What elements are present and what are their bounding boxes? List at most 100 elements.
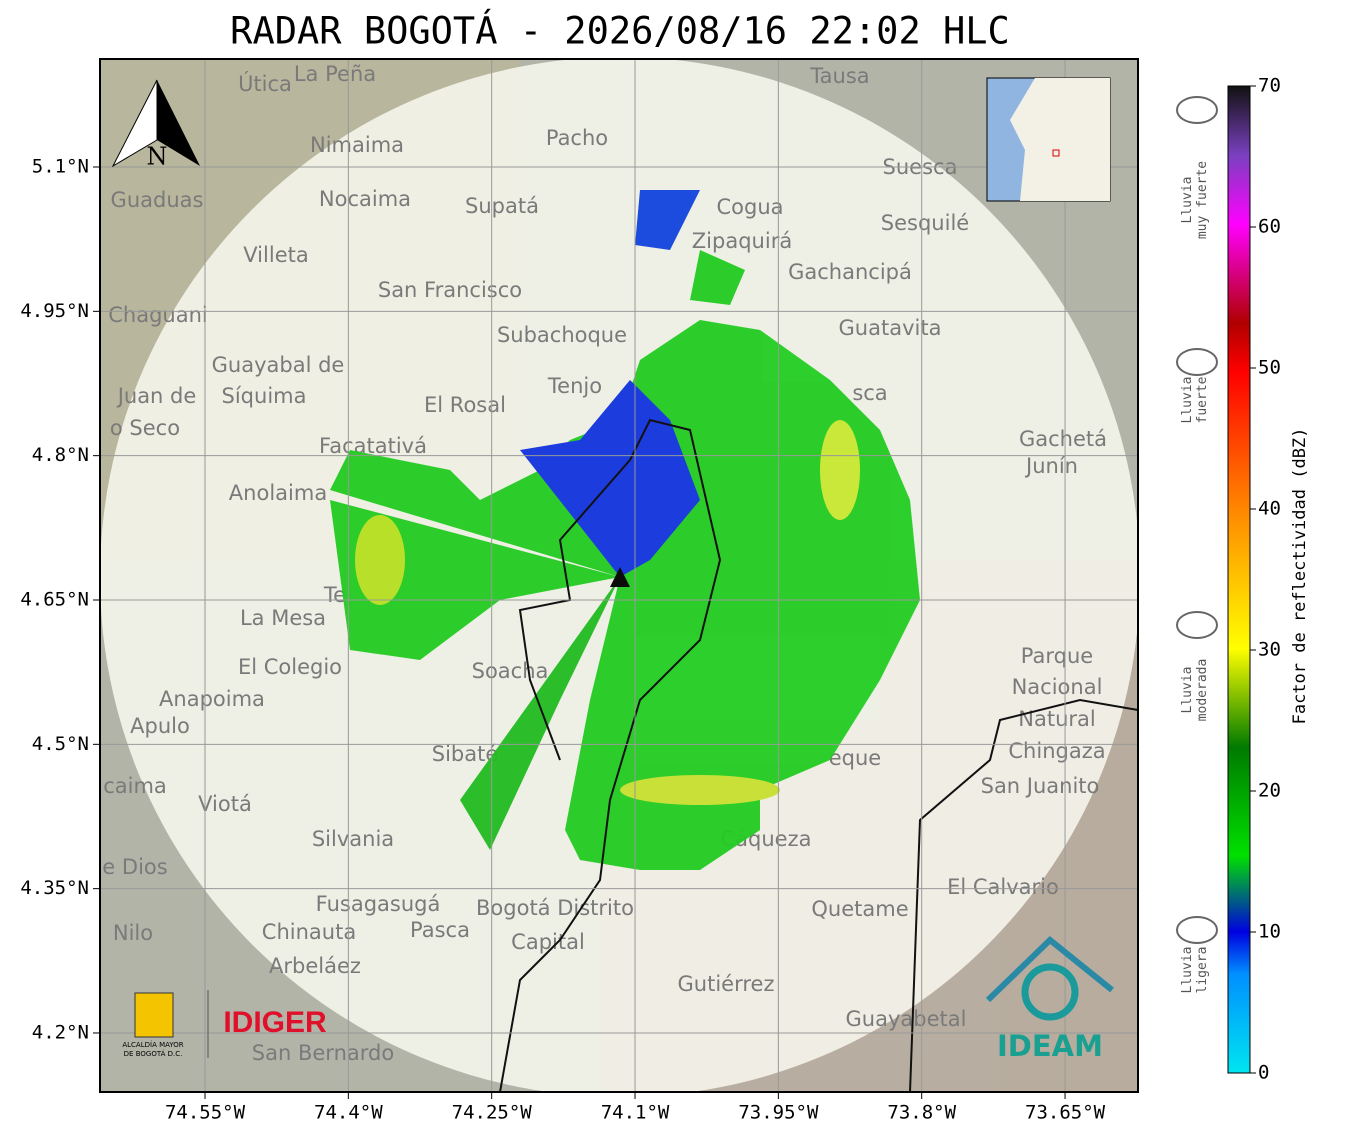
colorbar-tick-label: 10 bbox=[1258, 921, 1281, 943]
rain-category: Lluvia bbox=[1180, 177, 1195, 224]
place-label: Zipaquirá bbox=[692, 229, 792, 253]
rain-icon bbox=[1176, 611, 1218, 639]
place-label: Anolaima bbox=[229, 481, 327, 505]
colorbar-tick-label: 20 bbox=[1258, 780, 1281, 802]
place-label: Nocaima bbox=[319, 187, 411, 211]
place-label: El Rosal bbox=[424, 393, 506, 417]
place-label: San Juanito bbox=[981, 774, 1100, 798]
rain-icon bbox=[1176, 96, 1218, 124]
cloud-icon bbox=[1176, 611, 1218, 639]
x-tick-label: 74.25°W bbox=[452, 1102, 533, 1124]
place-label: Subachoque bbox=[497, 323, 627, 347]
place-label: Pacho bbox=[546, 126, 608, 150]
y-tick-label: 5.1°N bbox=[32, 156, 89, 178]
place-label: Gachetá bbox=[1019, 427, 1107, 451]
alcaldia-text: DE BOGOTÁ D.C. bbox=[124, 1049, 183, 1058]
y-tick-label: 4.5°N bbox=[32, 733, 89, 755]
x-tick-label: 74.1°W bbox=[601, 1102, 670, 1124]
place-label: Chaguani bbox=[108, 303, 208, 327]
y-tick-label: 4.65°N bbox=[20, 588, 89, 610]
place-label: La Peña bbox=[294, 62, 376, 86]
rain-category: Lluvia bbox=[1180, 377, 1195, 424]
place-label: Síquima bbox=[222, 384, 307, 408]
x-tick-label: 74.55°W bbox=[165, 1102, 246, 1124]
place-label: Guatavita bbox=[839, 316, 942, 340]
cloud-icon bbox=[1176, 916, 1218, 944]
rain-icon bbox=[1176, 916, 1218, 944]
place-label: Gachancipá bbox=[788, 260, 912, 284]
place-label: Sibaté bbox=[432, 742, 499, 766]
place-label: Útica bbox=[238, 71, 292, 96]
place-label: Facatativá bbox=[319, 434, 427, 458]
y-tick-label: 4.2°N bbox=[32, 1021, 89, 1043]
cloud-icon bbox=[1176, 96, 1218, 124]
boundary bbox=[909, 698, 1138, 1092]
colorbar-tick-label: 70 bbox=[1258, 75, 1281, 97]
place-label: El Calvario bbox=[947, 875, 1059, 899]
place-label: Chingaza bbox=[1008, 739, 1105, 763]
map-frame bbox=[99, 58, 1139, 1093]
boundary bbox=[499, 418, 722, 1092]
place-label: La Mesa bbox=[240, 606, 326, 630]
y-tick-label: 4.35°N bbox=[20, 877, 89, 899]
rain-category: muy fuerte bbox=[1195, 161, 1210, 239]
place-label: Nilo bbox=[113, 921, 153, 945]
place-label: Guayabal de bbox=[212, 353, 345, 377]
place-label: Natural bbox=[1018, 707, 1095, 731]
ideam-logo: IDEAM bbox=[997, 1029, 1103, 1063]
north-label: N bbox=[147, 143, 168, 171]
place-label: El Colegio bbox=[238, 655, 342, 679]
y-tick-label: 4.8°N bbox=[32, 444, 89, 466]
colorbar-tick-label: 40 bbox=[1258, 498, 1281, 520]
place-label: eque bbox=[829, 746, 881, 770]
colorbar-tick-label: 0 bbox=[1258, 1062, 1269, 1084]
place-label: Parque bbox=[1021, 644, 1093, 668]
place-label: Quetame bbox=[811, 897, 908, 921]
x-tick-label: 73.65°W bbox=[1025, 1102, 1106, 1124]
inset-land bbox=[1010, 78, 1110, 201]
place-label: Arbeláez bbox=[269, 954, 361, 978]
place-label: Capital bbox=[511, 930, 585, 954]
place-label: Nacional bbox=[1012, 675, 1103, 699]
place-label: Nimaima bbox=[310, 133, 404, 157]
place-label: Villeta bbox=[243, 243, 308, 267]
place-label: Junín bbox=[1024, 454, 1078, 478]
map: Útica La Peña TausaPachoNimaimaSuescaGuadu… bbox=[100, 59, 1138, 1092]
place-label: Gutiérrez bbox=[678, 972, 775, 996]
place-label: Viotá bbox=[198, 792, 252, 816]
place-label: Tausa bbox=[809, 64, 869, 88]
idiger-logo: IDIGER bbox=[223, 1006, 327, 1039]
place-label: Apulo bbox=[130, 714, 190, 738]
place-label: Juan de bbox=[116, 384, 197, 408]
colorbar bbox=[1227, 85, 1251, 1074]
place-label: San Bernardo bbox=[252, 1041, 394, 1065]
alcaldia-emblem bbox=[134, 992, 174, 1038]
ideam-roof bbox=[985, 936, 1114, 1003]
rain-category: Lluvia bbox=[1180, 947, 1195, 994]
inset-marker bbox=[1052, 149, 1060, 157]
place-label: Anapoima bbox=[159, 687, 265, 711]
north-arrow bbox=[157, 80, 200, 166]
place-label: e Dios bbox=[102, 855, 167, 879]
place-label: caima bbox=[103, 774, 167, 798]
place-label: Sesquilé bbox=[881, 211, 969, 235]
colorbar-tick-label: 30 bbox=[1258, 639, 1281, 661]
place-label: Pasca bbox=[410, 918, 470, 942]
place-label: San Francisco bbox=[378, 278, 522, 302]
place-label: Tenjo bbox=[547, 374, 602, 398]
echo bbox=[330, 190, 920, 870]
alcaldia-text: ALCALDÍA MAYOR bbox=[122, 1040, 183, 1049]
place-label: Fusagasugá bbox=[316, 892, 441, 916]
place-label: Soacha bbox=[472, 659, 549, 683]
rain-category: moderada bbox=[1195, 659, 1210, 722]
title: RADAR BOGOTÁ - 2026/08/16 22:02 HLC bbox=[230, 9, 1010, 53]
place-label: Silvania bbox=[312, 827, 394, 851]
place-label: Guayabetal bbox=[846, 1007, 967, 1031]
x-tick-label: 73.8°W bbox=[887, 1102, 956, 1124]
place-label: Cogua bbox=[716, 195, 783, 219]
place-label: sca bbox=[852, 381, 887, 405]
place-label: Chinauta bbox=[262, 920, 356, 944]
place-label: Supatá bbox=[465, 194, 539, 218]
